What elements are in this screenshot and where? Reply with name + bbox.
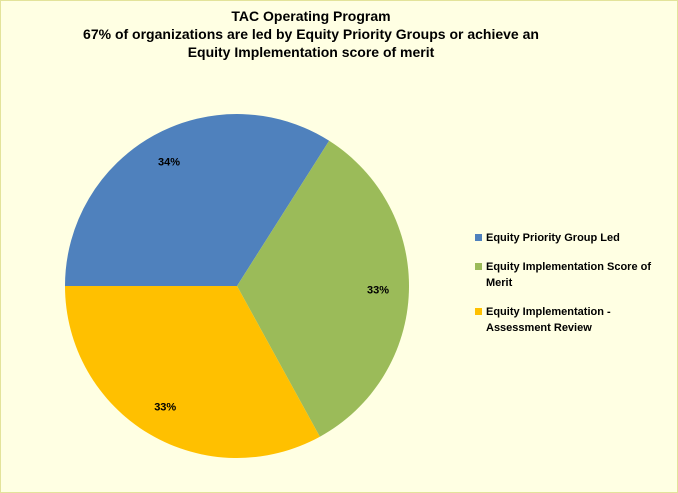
legend: Equity Priority Group Led Equity Implemen…	[475, 230, 675, 349]
pie-slice	[237, 140, 409, 437]
legend-swatch	[475, 263, 482, 270]
chart-header: TAC Operating Program 67% of organizatio…	[81, 7, 541, 61]
legend-swatch	[475, 234, 482, 241]
chart-subtitle: 67% of organizations are led by Equity P…	[83, 26, 539, 60]
data-label: 33%	[154, 401, 176, 413]
data-label: 34%	[158, 156, 180, 168]
legend-swatch	[475, 308, 482, 315]
pie-slice	[65, 286, 320, 458]
legend-label: Equity Implementation Score of Merit	[486, 261, 652, 289]
pie-slice	[65, 113, 330, 286]
data-label: 33%	[367, 284, 389, 296]
chart-title: TAC Operating Program	[231, 8, 391, 24]
legend-item: Equity Implementation Score of Merit	[475, 259, 675, 291]
legend-label: Equity Implementation - Assessment Revie…	[486, 306, 611, 334]
legend-item: Equity Implementation - Assessment Revie…	[475, 304, 675, 336]
legend-label: Equity Priority Group Led	[486, 232, 620, 244]
legend-item: Equity Priority Group Led	[475, 230, 675, 246]
